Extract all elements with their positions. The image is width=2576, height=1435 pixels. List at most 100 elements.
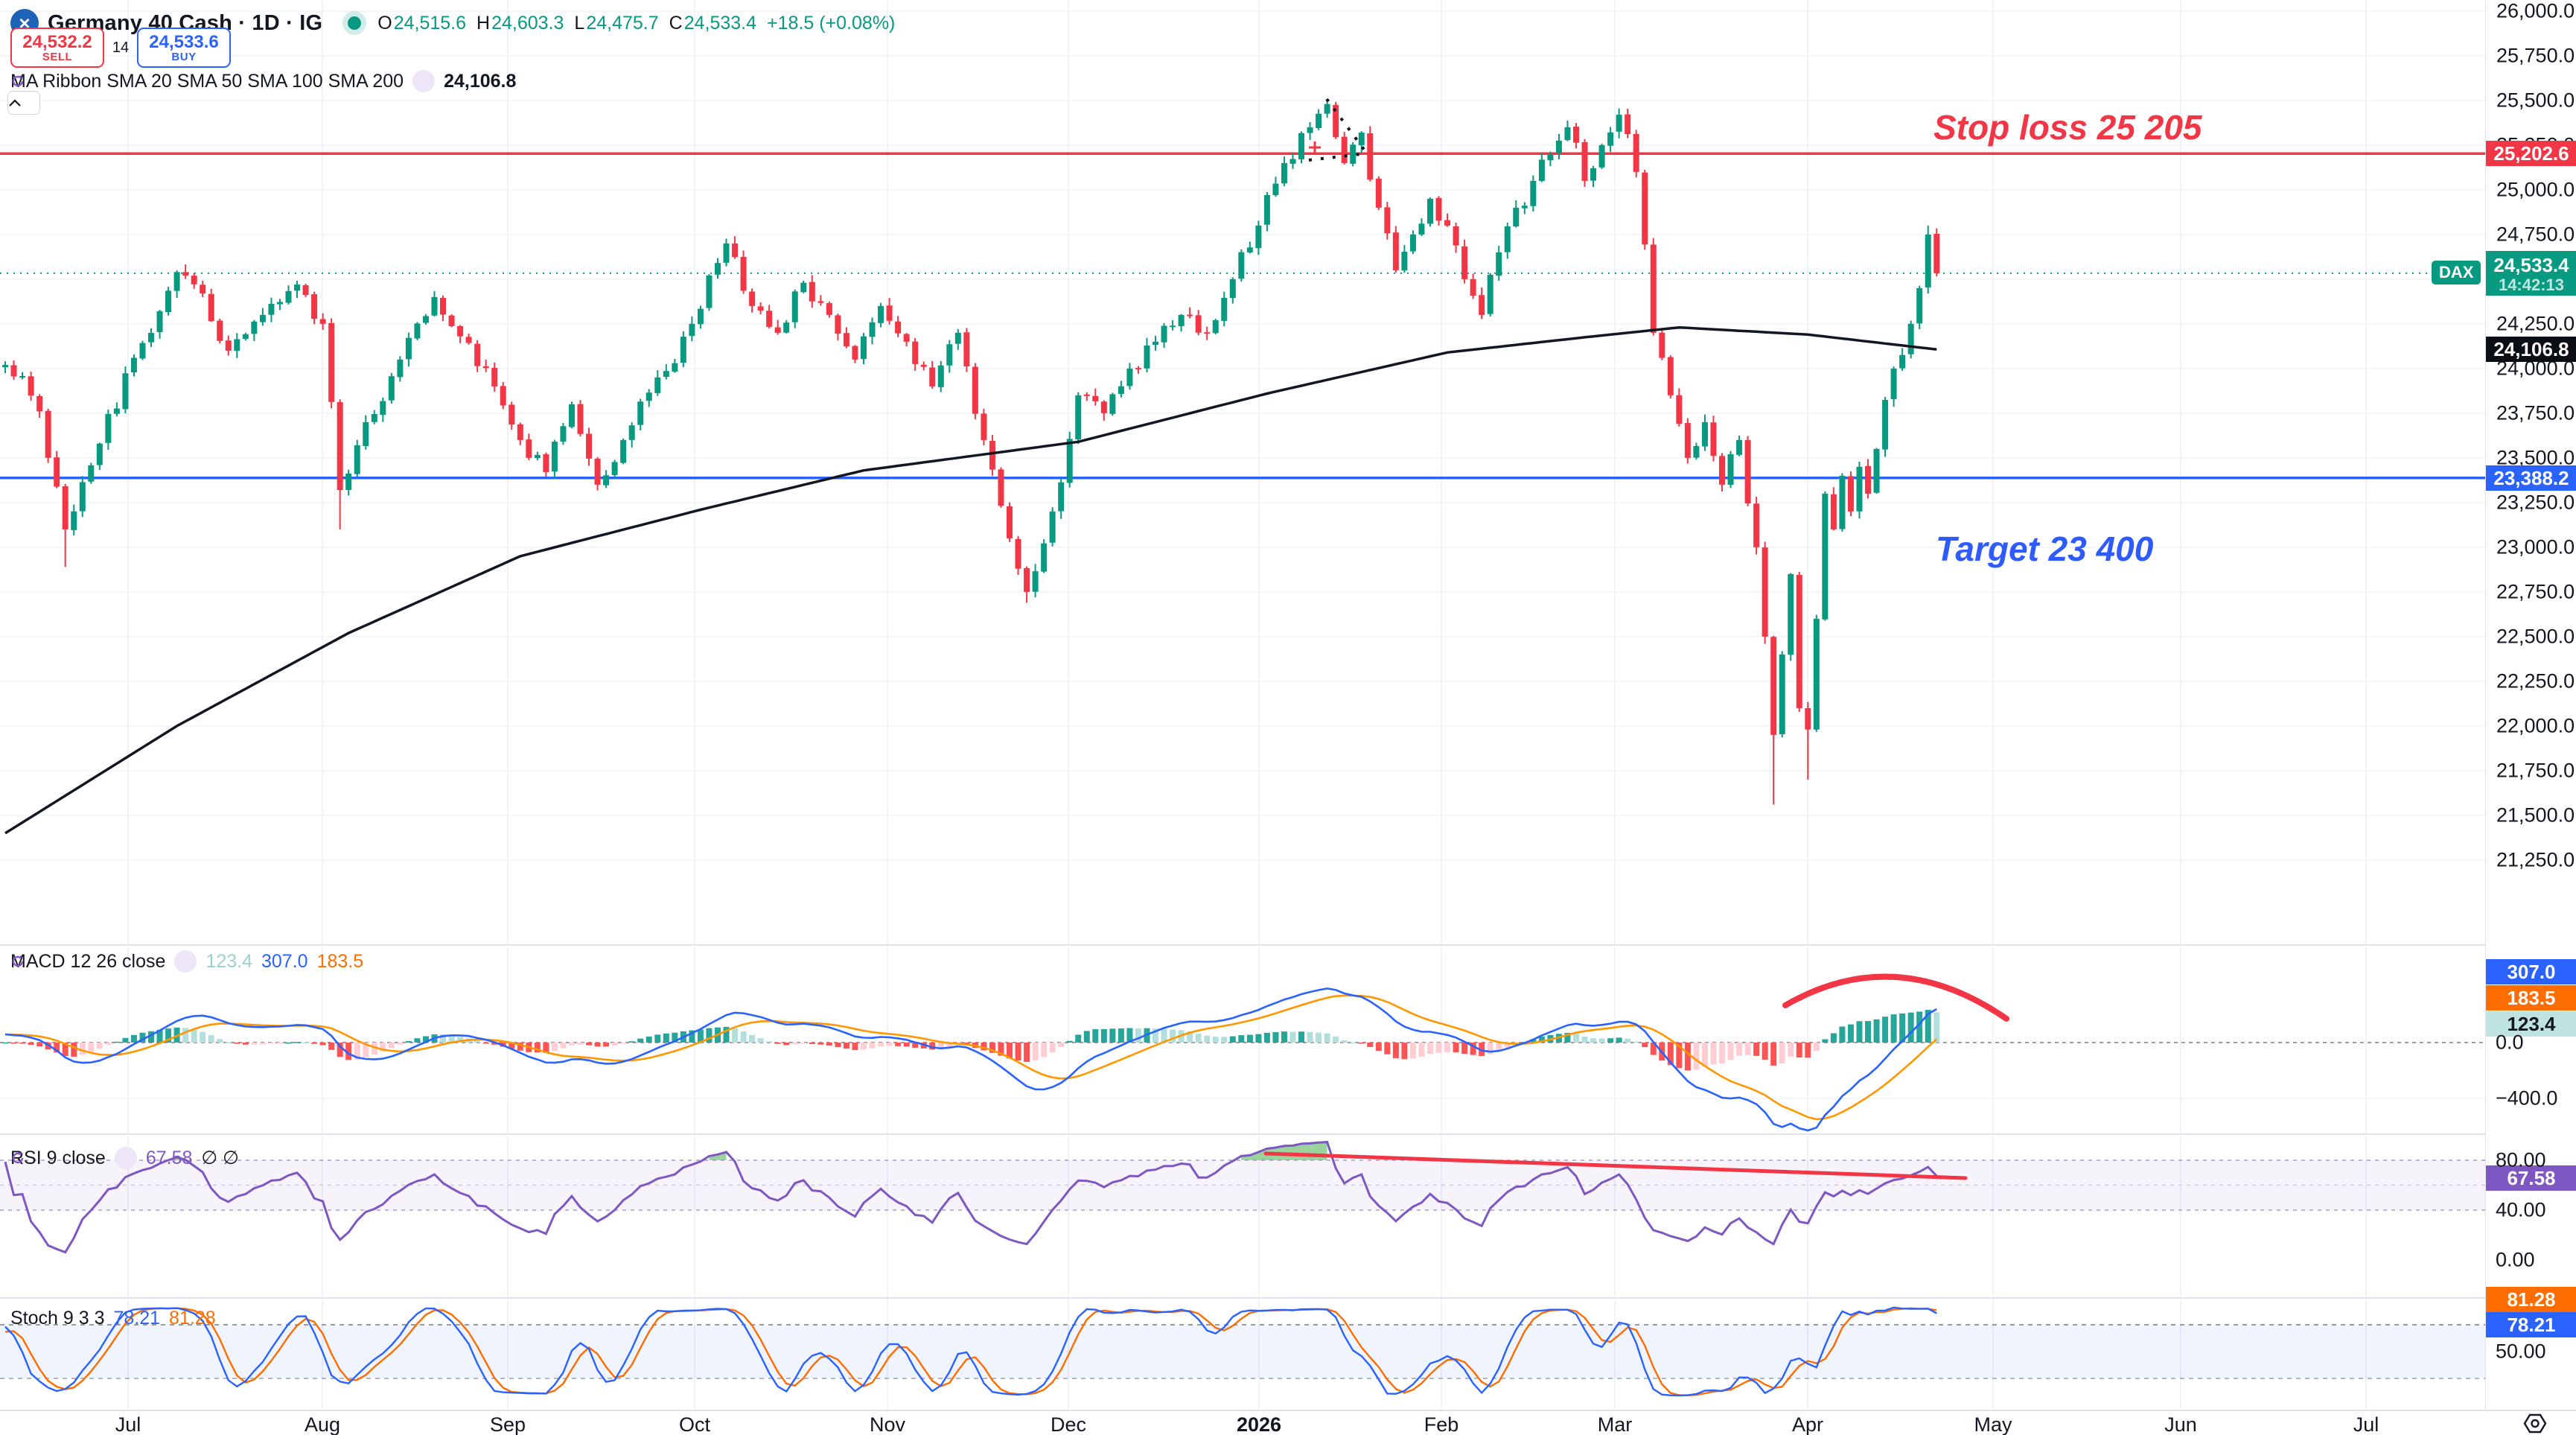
price-tick: 23,250.0 bbox=[2496, 491, 2575, 514]
spread-value: 14 bbox=[112, 39, 130, 56]
price-badge: 25,202.6 bbox=[2486, 141, 2576, 166]
buy-price: 24,533.6 bbox=[149, 31, 219, 52]
sell-price: 24,532.2 bbox=[22, 31, 92, 52]
rsi-panel-canvas[interactable] bbox=[0, 1136, 2485, 1297]
price-tick: 24,750.0 bbox=[2496, 223, 2575, 246]
open-value: 24,515.6 bbox=[393, 12, 467, 34]
price-badge: 24,106.8 bbox=[2486, 337, 2576, 362]
macd-signal-value: 183.5 bbox=[316, 950, 364, 972]
month-label: Aug bbox=[304, 1413, 341, 1435]
stoch-label[interactable]: Stoch 9 3 3 bbox=[10, 1308, 105, 1329]
price-axis[interactable]: 26,000.025,750.025,500.025,250.025,000.0… bbox=[2485, 0, 2576, 1410]
sell-label: SELL bbox=[42, 50, 73, 63]
refresh-icon[interactable] bbox=[12, 70, 436, 92]
macd-label[interactable]: MACD 12 26 close bbox=[10, 950, 166, 972]
macd-panel-canvas[interactable] bbox=[0, 947, 2485, 1133]
month-label: Oct bbox=[678, 1413, 711, 1435]
stoch-k-value: 78.21 bbox=[113, 1308, 161, 1329]
month-label: Jul bbox=[2353, 1413, 2379, 1435]
low-value: 24,475.7 bbox=[586, 12, 659, 34]
stoch-d-value: 81.28 bbox=[169, 1308, 216, 1329]
month-label: Mar bbox=[1597, 1413, 1633, 1435]
indicator-tick: 80.00 bbox=[2496, 1148, 2546, 1171]
sma200-line bbox=[4, 325, 1937, 835]
refresh-icon[interactable] bbox=[12, 950, 197, 973]
price-tick: 23,000.0 bbox=[2496, 535, 2575, 559]
macd-line bbox=[4, 987, 1937, 1132]
rsi-line bbox=[4, 1141, 1938, 1254]
indicator-tick: 0.00 bbox=[2496, 1248, 2535, 1271]
collapse-toolbar-button[interactable] bbox=[7, 91, 40, 115]
month-label: Jul bbox=[115, 1413, 141, 1435]
price-tick: 22,000.0 bbox=[2496, 714, 2575, 737]
price-tick: 24,250.0 bbox=[2496, 312, 2575, 335]
indicator-tick: 0.0 bbox=[2496, 1031, 2524, 1054]
dax-price-line-tag: DAX bbox=[2432, 261, 2481, 284]
price-tick: 22,250.0 bbox=[2496, 669, 2575, 693]
month-label: Jun bbox=[2164, 1413, 2197, 1435]
month-label: Sep bbox=[489, 1413, 526, 1435]
indicator-tick: −400.0 bbox=[2496, 1086, 2558, 1110]
trade-buttons: 24,532.2 SELL 14 24,533.6 BUY bbox=[10, 28, 231, 68]
rsi-trendline-annotation bbox=[1263, 1151, 1968, 1180]
indicator-tick: 50.00 bbox=[2496, 1340, 2546, 1363]
panel-divider[interactable] bbox=[0, 1297, 2576, 1299]
rsi-label[interactable]: RSI 9 close bbox=[10, 1147, 106, 1168]
price-badge: 183.5 bbox=[2486, 985, 2576, 1011]
month-label: Nov bbox=[869, 1413, 906, 1435]
macd-line-value: 307.0 bbox=[261, 950, 308, 972]
price-tick: 25,750.0 bbox=[2496, 44, 2575, 67]
price-tick: 26,000.0 bbox=[2496, 0, 2575, 22]
indicator-tick: 40.00 bbox=[2496, 1198, 2546, 1221]
price-badge: 67.58 bbox=[2486, 1165, 2576, 1191]
price-tick: 25,500.0 bbox=[2496, 89, 2575, 112]
macd-row: MACD 12 26 close 123.4 307.0 183.5 bbox=[10, 950, 363, 973]
stoch-k-line bbox=[4, 1306, 1937, 1397]
price-tick: 23,750.0 bbox=[2496, 401, 2575, 424]
stoch-panel-canvas[interactable] bbox=[0, 1300, 2485, 1410]
stoch-row: Stoch 9 3 3 78.21 81.28 bbox=[10, 1308, 216, 1329]
close-prefix: C bbox=[669, 12, 683, 34]
open-prefix: O bbox=[377, 12, 392, 34]
time-axis[interactable]: Jul Aug Sep Oct Nov Dec 2026 Feb Mar Apr May Jun Jul bbox=[0, 1411, 2576, 1435]
rsi-row: RSI 9 close 67.58 ∅ ∅ bbox=[10, 1147, 239, 1169]
panel-divider[interactable] bbox=[0, 944, 2576, 946]
ma-ribbon-label[interactable]: MA Ribbon SMA 20 SMA 50 SMA 100 SMA 200 bbox=[10, 70, 404, 92]
target-annotation[interactable]: Target 23 400 bbox=[1936, 529, 2154, 568]
macd-hist-value: 123.4 bbox=[205, 950, 252, 972]
high-value: 24,603.3 bbox=[491, 12, 564, 34]
panel-divider bbox=[0, 1410, 2576, 1411]
rsi-extra: ∅ ∅ bbox=[201, 1148, 239, 1168]
price-tick: 21,500.0 bbox=[2496, 804, 2575, 827]
month-label: Dec bbox=[1050, 1413, 1087, 1435]
price-tick: 22,750.0 bbox=[2496, 580, 2575, 603]
stop-loss-annotation[interactable]: Stop loss 25 205 bbox=[1933, 108, 2202, 147]
price-tick: 21,250.0 bbox=[2496, 848, 2575, 871]
change-value: +18.5 (+0.08%) bbox=[767, 12, 896, 34]
ohlc-values: O24,515.6 H24,603.3 L24,475.7 C24,533.4 … bbox=[377, 13, 895, 34]
market-open-dot-icon bbox=[348, 16, 362, 30]
pennant-annotation bbox=[1309, 141, 1321, 153]
low-prefix: L bbox=[574, 12, 585, 34]
price-tick: 22,500.0 bbox=[2496, 625, 2575, 648]
buy-button[interactable]: 24,533.6 BUY bbox=[137, 28, 231, 68]
price-badge: 123.4 bbox=[2486, 1011, 2576, 1037]
refresh-icon[interactable] bbox=[12, 1147, 137, 1169]
macd-arc-annotation bbox=[1782, 973, 2009, 1022]
macd-signal-line bbox=[4, 994, 1938, 1121]
price-badge: 24,533.4 14:42:13 bbox=[2486, 251, 2576, 296]
ma-ribbon-value: 24,106.8 bbox=[444, 70, 517, 92]
panel-divider[interactable] bbox=[0, 1133, 2576, 1135]
price-tick: 25,000.0 bbox=[2496, 178, 2575, 201]
buy-label: BUY bbox=[171, 50, 197, 63]
price-tick: 23,500.0 bbox=[2496, 446, 2575, 469]
rsi-value: 67.58 bbox=[145, 1147, 193, 1168]
price-badge: 23,388.2 bbox=[2486, 465, 2576, 491]
close-value: 24,533.4 bbox=[683, 12, 757, 34]
main-price-chart-canvas[interactable] bbox=[0, 0, 2485, 944]
price-badge: 307.0 bbox=[2486, 959, 2576, 984]
price-badge: 81.28 bbox=[2486, 1287, 2576, 1312]
sell-button[interactable]: 24,532.2 SELL bbox=[10, 28, 104, 68]
month-label: Feb bbox=[1424, 1413, 1459, 1435]
